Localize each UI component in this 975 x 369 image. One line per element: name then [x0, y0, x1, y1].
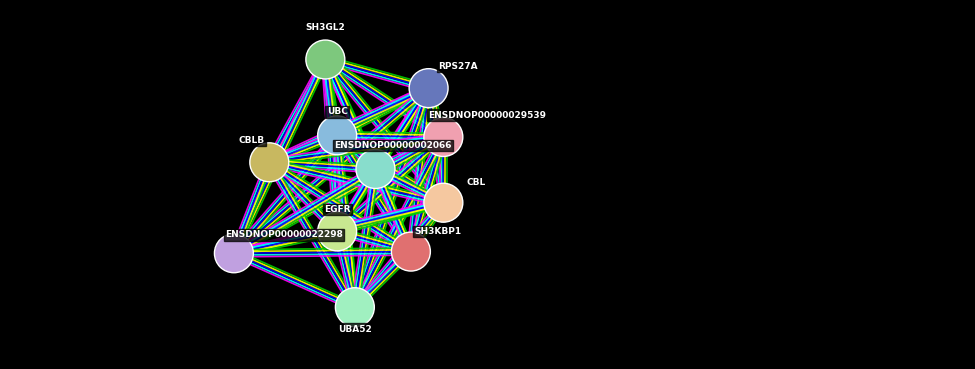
Text: ENSDNOP00000022298: ENSDNOP00000022298	[225, 230, 343, 239]
Circle shape	[391, 232, 430, 271]
Circle shape	[356, 149, 395, 189]
Text: UBA52: UBA52	[338, 325, 371, 334]
Circle shape	[306, 40, 345, 79]
Text: UBC: UBC	[327, 107, 347, 116]
Circle shape	[318, 212, 357, 251]
Circle shape	[410, 69, 449, 108]
Circle shape	[424, 183, 463, 222]
Circle shape	[424, 118, 463, 156]
Circle shape	[250, 143, 289, 182]
Circle shape	[335, 288, 374, 327]
Text: CBLB: CBLB	[239, 136, 264, 145]
Circle shape	[214, 234, 254, 273]
Text: ENSDNOP00000002066: ENSDNOP00000002066	[334, 141, 452, 150]
Text: RPS27A: RPS27A	[439, 62, 478, 71]
Text: SH3KBP1: SH3KBP1	[414, 227, 461, 236]
Text: ENSDNOP00000029539: ENSDNOP00000029539	[429, 111, 547, 120]
Text: EGFR: EGFR	[324, 205, 350, 214]
Circle shape	[318, 116, 357, 155]
Text: CBL: CBL	[466, 178, 486, 187]
Text: SH3GL2: SH3GL2	[305, 23, 345, 32]
